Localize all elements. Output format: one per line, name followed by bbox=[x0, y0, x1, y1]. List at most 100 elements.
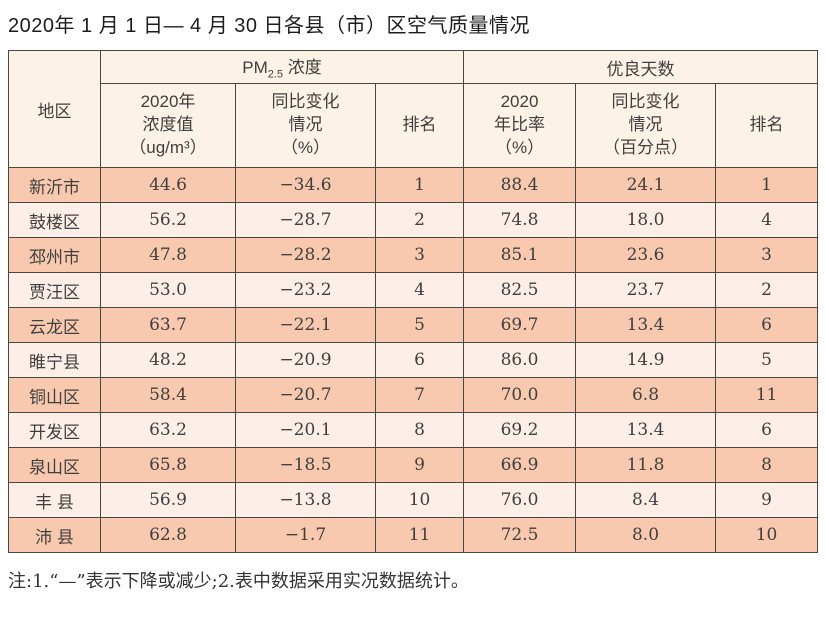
cell-pm25-change: −20.7 bbox=[235, 377, 376, 413]
col-header-good-change: 同比变化 情况 （百分点） bbox=[575, 83, 717, 168]
cell-good-rate: 86.0 bbox=[463, 342, 577, 378]
cell-pm25-value: 63.2 bbox=[100, 412, 236, 448]
cell-good-rank: 9 bbox=[715, 482, 819, 518]
cell-region: 邳州市 bbox=[8, 237, 101, 273]
cell-good-rate: 82.5 bbox=[463, 272, 577, 308]
cell-pm25-rank: 7 bbox=[374, 377, 465, 413]
cell-region: 睢宁县 bbox=[8, 342, 101, 378]
cell-pm25-value: 58.4 bbox=[100, 377, 236, 413]
cell-pm25-rank: 2 bbox=[374, 202, 465, 238]
cell-good-change: 13.4 bbox=[575, 307, 717, 343]
cell-pm25-rank: 5 bbox=[374, 307, 465, 343]
cell-pm25-change: −20.1 bbox=[235, 412, 376, 448]
table-row: 泉山区 65.8 −18.5 9 66.9 11.8 8 bbox=[8, 447, 819, 483]
pm25-label-prefix: PM bbox=[242, 58, 268, 78]
cell-region: 鼓楼区 bbox=[8, 202, 101, 238]
cell-good-rank: 1 bbox=[715, 167, 819, 203]
cell-region: 开发区 bbox=[8, 412, 101, 448]
col-header-good-rate: 2020 年比率 （%） bbox=[463, 83, 577, 168]
cell-pm25-change: −34.6 bbox=[235, 167, 376, 203]
cell-good-change: 23.6 bbox=[575, 237, 717, 273]
pm25-label-suffix: 浓度 bbox=[283, 58, 322, 78]
table-row: 邳州市 47.8 −28.2 3 85.1 23.6 3 bbox=[8, 237, 819, 273]
cell-region: 泉山区 bbox=[8, 447, 101, 483]
table-header: 地区 PM2.5 浓度 优良天数 2020年 浓度值 （ug/m³） 同比变化 … bbox=[8, 50, 819, 168]
cell-good-change: 11.8 bbox=[575, 447, 717, 483]
col-group-pm25: PM2.5 浓度 bbox=[99, 50, 465, 84]
table-body: 新沂市 44.6 −34.6 1 88.4 24.1 1 鼓楼区 56.2 −28.7 2 74.8 1… bbox=[8, 167, 819, 553]
cell-region: 沛 县 bbox=[8, 517, 101, 553]
cell-pm25-value: 47.8 bbox=[100, 237, 236, 273]
table-row: 云龙区 63.7 −22.1 5 69.7 13.4 6 bbox=[8, 307, 819, 343]
cell-good-change: 18.0 bbox=[575, 202, 717, 238]
table-row: 睢宁县 48.2 −20.9 6 86.0 14.9 5 bbox=[8, 342, 819, 378]
table-row: 丰 县 56.9 −13.8 10 76.0 8.4 9 bbox=[8, 482, 819, 518]
table-row: 开发区 63.2 −20.1 8 69.2 13.4 6 bbox=[8, 412, 819, 448]
cell-pm25-change: −22.1 bbox=[235, 307, 376, 343]
table-row: 铜山区 58.4 −20.7 7 70.0 6.8 11 bbox=[8, 377, 819, 413]
cell-good-rank: 5 bbox=[715, 342, 819, 378]
cell-region: 新沂市 bbox=[8, 167, 101, 203]
cell-good-change: 8.4 bbox=[575, 482, 717, 518]
cell-good-change: 8.0 bbox=[575, 517, 717, 553]
cell-good-rate: 74.8 bbox=[463, 202, 577, 238]
table-row: 沛 县 62.8 −1.7 11 72.5 8.0 10 bbox=[8, 517, 819, 553]
page-title: 2020年 1 月 1 日— 4 月 30 日各县（市）区空气质量情况 bbox=[8, 15, 531, 37]
cell-region: 贾汪区 bbox=[8, 272, 101, 308]
cell-region: 铜山区 bbox=[8, 377, 101, 413]
cell-pm25-value: 53.0 bbox=[100, 272, 236, 308]
cell-pm25-value: 56.2 bbox=[100, 202, 236, 238]
pm25-label-subscript: 2.5 bbox=[267, 68, 284, 81]
cell-region: 丰 县 bbox=[8, 482, 101, 518]
cell-good-rate: 69.7 bbox=[463, 307, 577, 343]
cell-good-rate: 69.2 bbox=[463, 412, 577, 448]
table-row: 贾汪区 53.0 −23.2 4 82.5 23.7 2 bbox=[8, 272, 819, 308]
footnote: 注:1.“—”表示下降或减少;2.表中数据采用实况数据统计。 bbox=[8, 571, 469, 592]
cell-good-rank: 10 bbox=[715, 517, 819, 553]
cell-pm25-rank: 9 bbox=[374, 447, 465, 483]
cell-good-change: 14.9 bbox=[575, 342, 717, 378]
cell-pm25-rank: 10 bbox=[374, 482, 465, 518]
col-header-pm25-rank: 排名 bbox=[374, 83, 465, 168]
cell-pm25-change: −18.5 bbox=[235, 447, 376, 483]
cell-pm25-rank: 1 bbox=[374, 167, 465, 203]
cell-good-rank: 4 bbox=[715, 202, 819, 238]
cell-pm25-change: −28.7 bbox=[235, 202, 376, 238]
header-group-row: 地区 PM2.5 浓度 优良天数 bbox=[8, 50, 819, 168]
cell-good-rate: 72.5 bbox=[463, 517, 577, 553]
cell-pm25-value: 65.8 bbox=[100, 447, 236, 483]
cell-good-rate: 88.4 bbox=[463, 167, 577, 203]
col-group-good-days: 优良天数 bbox=[463, 50, 819, 84]
cell-pm25-change: −23.2 bbox=[235, 272, 376, 308]
cell-good-change: 24.1 bbox=[575, 167, 717, 203]
cell-good-rank: 2 bbox=[715, 272, 819, 308]
cell-pm25-value: 48.2 bbox=[100, 342, 236, 378]
cell-pm25-change: −1.7 bbox=[235, 517, 376, 553]
cell-pm25-rank: 4 bbox=[374, 272, 465, 308]
cell-good-rate: 76.0 bbox=[463, 482, 577, 518]
cell-good-rank: 6 bbox=[715, 307, 819, 343]
cell-pm25-rank: 6 bbox=[374, 342, 465, 378]
cell-good-rank: 11 bbox=[715, 377, 819, 413]
cell-good-rate: 70.0 bbox=[463, 377, 577, 413]
table-row: 鼓楼区 56.2 −28.7 2 74.8 18.0 4 bbox=[8, 202, 819, 238]
cell-pm25-value: 56.9 bbox=[100, 482, 236, 518]
cell-good-rate: 85.1 bbox=[463, 237, 577, 273]
cell-good-change: 23.7 bbox=[575, 272, 717, 308]
col-header-pm25-value: 2020年 浓度值 （ug/m³） bbox=[100, 83, 236, 168]
header-sub-row: 2020年 浓度值 （ug/m³） 同比变化 情况 （%） 排名 2020 年比… bbox=[9, 83, 819, 168]
air-quality-table: 地区 PM2.5 浓度 优良天数 2020年 浓度值 （ug/m³） 同比变化 … bbox=[8, 50, 819, 553]
cell-pm25-value: 62.8 bbox=[100, 517, 236, 553]
cell-pm25-rank: 8 bbox=[374, 412, 465, 448]
col-header-good-rank: 排名 bbox=[715, 83, 819, 168]
cell-pm25-change: −13.8 bbox=[235, 482, 376, 518]
cell-pm25-rank: 3 bbox=[374, 237, 465, 273]
cell-pm25-change: −20.9 bbox=[235, 342, 376, 378]
cell-pm25-value: 44.6 bbox=[100, 167, 236, 203]
cell-good-rank: 3 bbox=[715, 237, 819, 273]
cell-pm25-change: −28.2 bbox=[235, 237, 376, 273]
col-header-pm25-change: 同比变化 情况 （%） bbox=[235, 83, 376, 168]
col-header-region: 地区 bbox=[8, 50, 101, 168]
cell-good-rank: 8 bbox=[715, 447, 819, 483]
